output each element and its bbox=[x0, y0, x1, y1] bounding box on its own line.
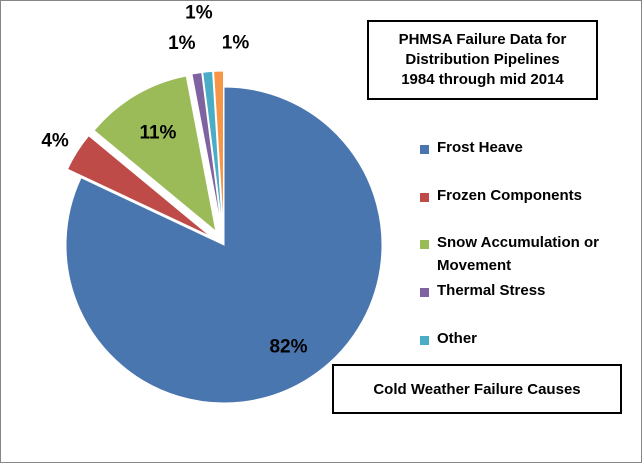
data-label: 1% bbox=[185, 2, 213, 23]
data-label: 4% bbox=[41, 131, 69, 152]
pie-slice-snow-accumulation-or-movement bbox=[93, 75, 217, 233]
legend-item-other: Other bbox=[420, 330, 627, 350]
chart-title-box: PHMSA Failure Data for Distribution Pipe… bbox=[367, 20, 598, 100]
chart-subtitle-box: Cold Weather Failure Causes bbox=[332, 364, 622, 414]
legend-label: Frozen Components bbox=[437, 187, 582, 204]
data-label: 1% bbox=[168, 33, 196, 54]
pie-slice-thermal-stress bbox=[191, 71, 222, 230]
legend-swatch-thermal-stress bbox=[420, 288, 429, 297]
chart-subtitle: Cold Weather Failure Causes bbox=[373, 380, 581, 398]
pie-data-labels: 82% 4% 11% 1% 1% 1% bbox=[41, 2, 307, 357]
data-label: 11% bbox=[139, 122, 176, 143]
legend-label: Thermal Stress bbox=[437, 282, 546, 299]
legend-label: Other bbox=[437, 330, 478, 347]
legend-item-frost-heave: Frost Heave bbox=[420, 139, 627, 159]
legend-item-frozen-components: Frozen Components bbox=[420, 187, 627, 207]
legend-label: Snow Accumulation or Movement bbox=[437, 234, 599, 274]
legend-item-thermal-stress: Thermal Stress bbox=[420, 282, 627, 302]
pie-slice-frozen-components bbox=[66, 135, 211, 237]
legend-swatch-other bbox=[420, 336, 429, 345]
pie-slice-other bbox=[202, 70, 223, 230]
pie-slice-unlabeled-5 bbox=[213, 70, 224, 230]
chart-title: PHMSA Failure Data for Distribution Pipe… bbox=[398, 31, 567, 88]
legend-label: Frost Heave bbox=[437, 139, 523, 156]
data-label: 1% bbox=[222, 33, 250, 54]
legend-item-snow-accumulation: Snow Accumulation or Movement bbox=[420, 234, 627, 277]
pie-slice-frost-heave bbox=[65, 86, 383, 404]
legend-swatch-frost-heave bbox=[420, 145, 429, 154]
data-label: 82% bbox=[269, 337, 307, 358]
legend-swatch-frozen-components bbox=[420, 193, 429, 202]
legend-swatch-snow-accumulation bbox=[420, 240, 429, 249]
pie-slices bbox=[65, 70, 383, 404]
